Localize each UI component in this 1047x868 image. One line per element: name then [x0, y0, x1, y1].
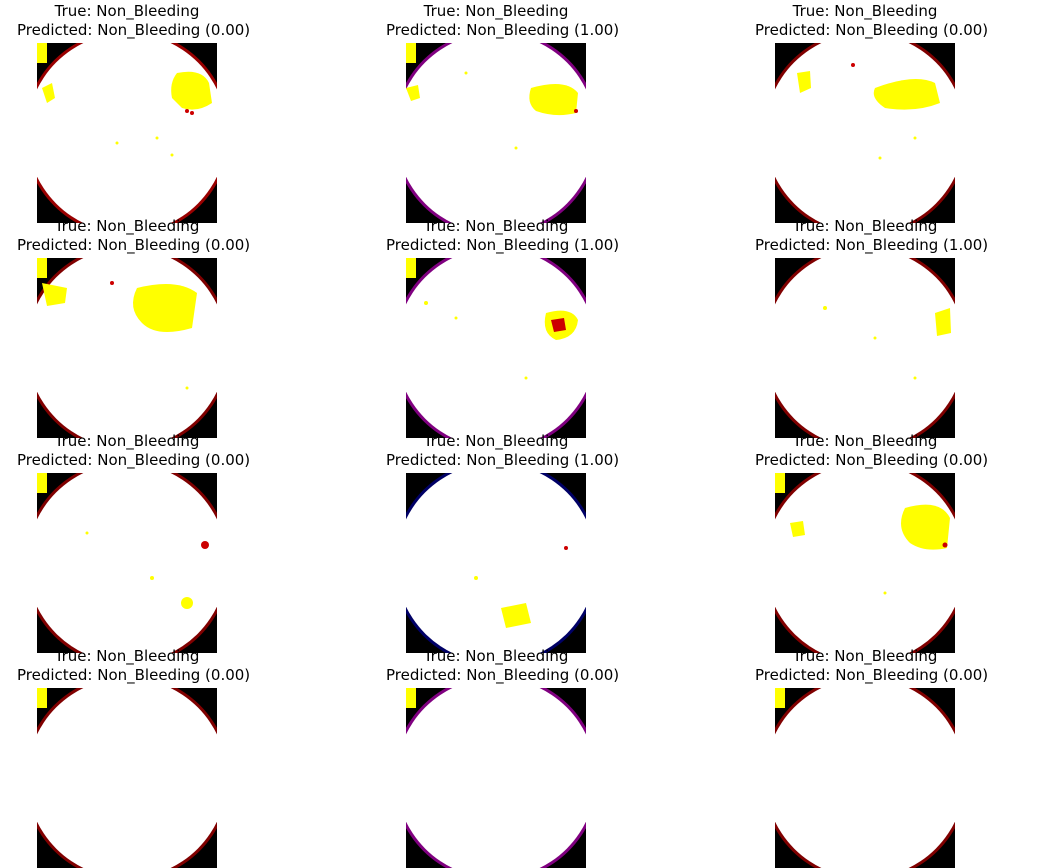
true-label: True: Non_Bleeding [54, 432, 200, 450]
predicted-label: Predicted: Non_Bleeding (0.00) [17, 666, 251, 684]
endoscopy-image [775, 688, 955, 868]
true-label: True: Non_Bleeding [792, 2, 938, 20]
predicted-label: Predicted: Non_Bleeding (0.00) [755, 666, 989, 684]
predicted-label: Predicted: Non_Bleeding (0.00) [755, 451, 989, 469]
endoscopy-image [37, 473, 217, 653]
panel-4: True: Non_Bleeding Predicted: Non_Bleedi… [17, 215, 251, 438]
true-label: True: Non_Bleeding [423, 2, 569, 20]
true-label: True: Non_Bleeding [54, 647, 200, 665]
predicted-label: Predicted: Non_Bleeding (0.00) [17, 21, 251, 39]
panel-10: True: Non_Bleeding Predicted: Non_Bleedi… [17, 645, 251, 868]
predicted-label: Predicted: Non_Bleeding (0.00) [17, 236, 251, 254]
endoscopy-image [775, 43, 955, 223]
panel-8: True: Non_Bleeding Predicted: Non_Bleedi… [386, 430, 620, 653]
endoscopy-image [37, 688, 217, 868]
panel-6: True: Non_Bleeding Predicted: Non_Bleedi… [755, 215, 989, 438]
panel-2: True: Non_Bleeding Predicted: Non_Bleedi… [386, 0, 620, 223]
true-label: True: Non_Bleeding [792, 647, 938, 665]
true-label: True: Non_Bleeding [54, 217, 200, 235]
endoscopy-image [406, 688, 586, 868]
predicted-label: Predicted: Non_Bleeding (1.00) [386, 451, 620, 469]
endoscopy-image [406, 43, 586, 223]
endoscopy-image [775, 473, 955, 653]
predicted-label: Predicted: Non_Bleeding (1.00) [386, 236, 620, 254]
panel-5: True: Non_Bleeding Predicted: Non_Bleedi… [386, 215, 620, 438]
panel-12: True: Non_Bleeding Predicted: Non_Bleedi… [755, 645, 989, 868]
true-label: True: Non_Bleeding [792, 432, 938, 450]
endoscopy-image [37, 258, 217, 438]
endoscopy-image [406, 473, 586, 653]
true-label: True: Non_Bleeding [423, 647, 569, 665]
predicted-label: Predicted: Non_Bleeding (0.00) [755, 21, 989, 39]
panel-3: True: Non_Bleeding Predicted: Non_Bleedi… [755, 0, 989, 223]
panel-1: True: Non_Bleeding Predicted: Non_Bleedi… [17, 0, 251, 223]
predicted-label: Predicted: Non_Bleeding (0.00) [386, 666, 620, 684]
panel-9: True: Non_Bleeding Predicted: Non_Bleedi… [755, 430, 989, 653]
endoscopy-image [37, 43, 217, 223]
endoscopy-image [775, 258, 955, 438]
panel-7: True: Non_Bleeding Predicted: Non_Bleedi… [17, 430, 251, 653]
panel-11: True: Non_Bleeding Predicted: Non_Bleedi… [386, 645, 620, 868]
true-label: True: Non_Bleeding [54, 2, 200, 20]
true-label: True: Non_Bleeding [423, 432, 569, 450]
predicted-label: Predicted: Non_Bleeding (0.00) [17, 451, 251, 469]
true-label: True: Non_Bleeding [423, 217, 569, 235]
endoscopy-image [406, 258, 586, 438]
predicted-label: Predicted: Non_Bleeding (1.00) [386, 21, 620, 39]
true-label: True: Non_Bleeding [792, 217, 938, 235]
predicted-label: Predicted: Non_Bleeding (1.00) [755, 236, 989, 254]
